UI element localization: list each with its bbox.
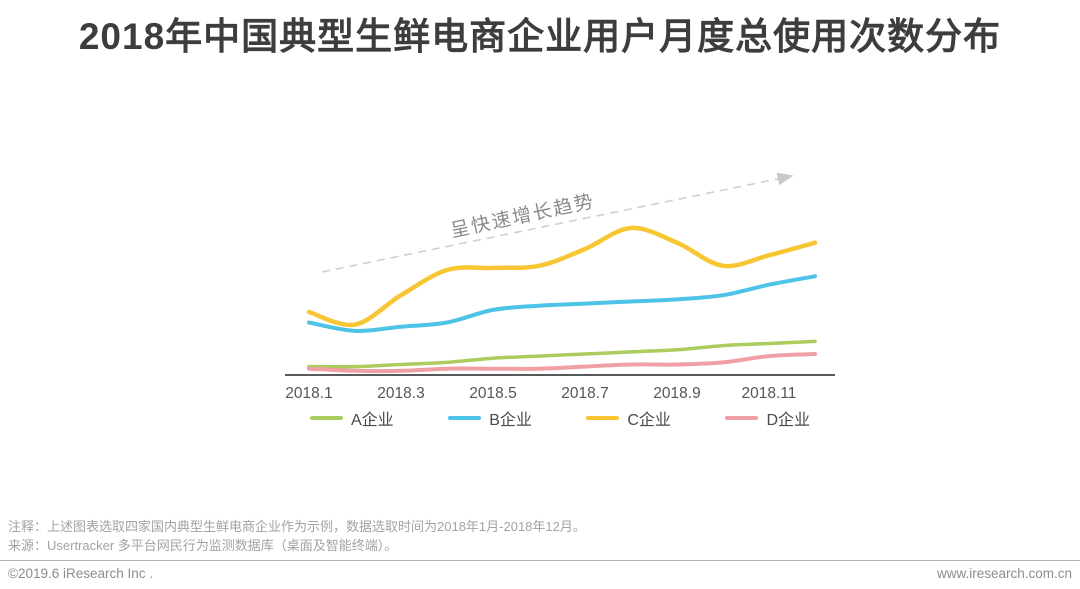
series-line-C企业	[306, 225, 818, 328]
legend-label-a: A企业	[351, 412, 394, 429]
legend-label-b: B企业	[489, 412, 532, 429]
legend-swatch-d	[725, 416, 759, 420]
copyright-text: ©2019.6 iResearch Inc .	[8, 566, 154, 581]
footer-divider	[0, 560, 1080, 561]
legend-item-b: B企业	[448, 406, 532, 430]
series-lines	[306, 225, 818, 374]
x-tick-label: 2018.7	[561, 385, 608, 402]
legend-label-c: C企业	[627, 412, 671, 429]
x-tick-label: 2018.5	[469, 385, 516, 402]
chart-legend: A企业 B企业 C企业 D企业	[310, 406, 810, 430]
line-chart: 呈快速增长趋势 2018.1 2018.3 2018.5 2018.7 2018.9 20…	[285, 172, 835, 402]
footer: ©2019.6 iResearch Inc . www.iresearch.co…	[8, 566, 1072, 581]
legend-item-a: A企业	[310, 406, 394, 430]
chart-area: 呈快速增长趋势 2018.1 2018.3 2018.5 2018.7 2018.9 20…	[270, 140, 850, 440]
chart-source: 来源：Usertracker 多平台网民行为监测数据库（桌面及智能终端）。	[8, 538, 398, 553]
legend-label-d: D企业	[766, 412, 810, 429]
legend-swatch-c	[586, 416, 620, 420]
website-url: www.iresearch.com.cn	[936, 566, 1072, 581]
legend-swatch-b	[448, 416, 482, 420]
x-axis-ticks: 2018.1 2018.3 2018.5 2018.7 2018.9 2018.11	[285, 385, 796, 402]
x-tick-label: 2018.9	[653, 385, 700, 402]
x-tick-label: 2018.3	[377, 385, 424, 402]
trend-arrow	[321, 172, 794, 273]
legend-item-d: D企业	[725, 406, 810, 430]
legend-swatch-a	[310, 416, 343, 420]
series-line-B企业	[307, 274, 817, 333]
legend-item-c: C企业	[586, 406, 671, 430]
chart-notes: 注释：上述图表选取四家国内典型生鲜电商企业作为示例，数据选取时间为2018年1月…	[8, 517, 586, 555]
page-title: 2018年中国典型生鲜电商企业用户月度总使用次数分布	[78, 16, 1002, 57]
trend-annotation: 呈快速增长趋势	[449, 190, 597, 242]
chart-note: 注释：上述图表选取四家国内典型生鲜电商企业作为示例，数据选取时间为2018年1月…	[8, 519, 586, 534]
series-line-D企业	[307, 352, 817, 374]
x-tick-label: 2018.1	[285, 385, 332, 402]
series-line-A企业	[307, 339, 817, 369]
x-tick-label: 2018.11	[742, 385, 797, 402]
